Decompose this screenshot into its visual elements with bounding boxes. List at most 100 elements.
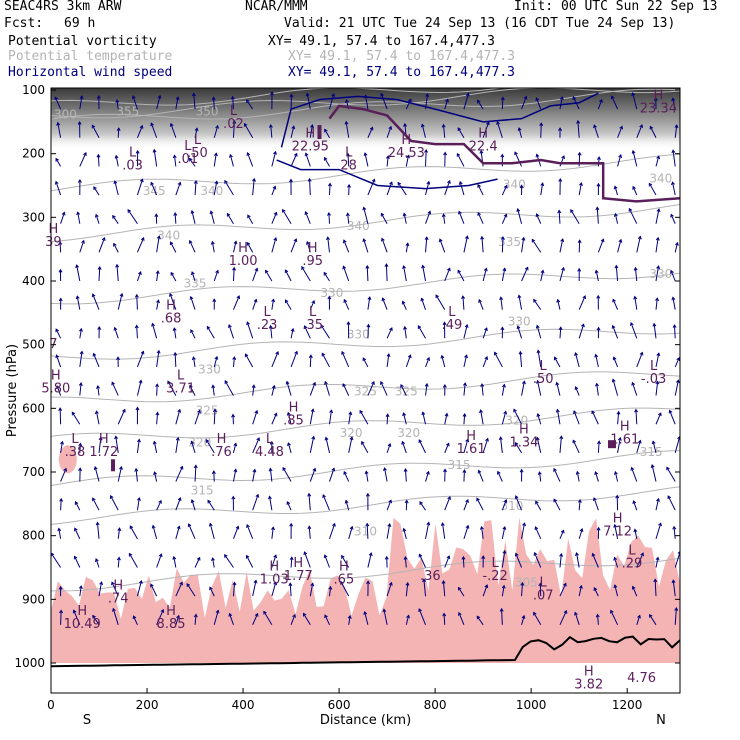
wind-vector: [559, 96, 563, 110]
wind-arrowhead: [380, 237, 385, 242]
wind-arrowhead: [365, 522, 370, 527]
wind-arrowhead: [284, 299, 289, 304]
extremum-symbol: H: [305, 126, 315, 141]
wind-vector: [271, 351, 279, 368]
x-tick-label: 200: [136, 698, 159, 712]
wind-vector: [232, 469, 237, 482]
wind-arrowhead: [444, 412, 449, 417]
wind-vector: [482, 356, 488, 368]
wind-vector: [501, 411, 507, 425]
wind-arrowhead: [74, 527, 78, 532]
wind-vector: [55, 181, 62, 196]
extremum-value: 1.61: [610, 432, 639, 447]
wind-arrowhead: [514, 151, 518, 156]
wind-arrowhead: [286, 500, 291, 505]
wind-vector: [674, 436, 680, 454]
wind-vector: [613, 357, 619, 368]
wind-arrowhead: [560, 238, 565, 243]
wind-arrowhead: [498, 436, 503, 441]
wind-arrowhead: [329, 409, 334, 414]
wind-vector: [480, 410, 484, 425]
wind-vector: [382, 298, 388, 310]
wind-arrowhead: [637, 439, 642, 444]
wind-vector: [173, 556, 177, 568]
wind-vector: [362, 357, 369, 368]
wind-arrowhead: [327, 211, 331, 216]
wind-arrowhead: [533, 611, 537, 616]
wind-arrowhead: [595, 206, 600, 211]
wind-vector: [537, 380, 542, 396]
wind-vector: [518, 127, 523, 138]
wind-vector: [117, 409, 126, 425]
wind-vector: [170, 123, 177, 138]
wind-arrowhead: [359, 409, 363, 414]
wind-arrowhead: [502, 267, 507, 272]
wind-arrowhead: [341, 350, 345, 355]
wind-arrowhead: [193, 180, 198, 184]
wind-vector: [271, 212, 277, 224]
wind-vector: [301, 266, 311, 282]
wind-vector: [271, 555, 277, 568]
extremum-value: .29: [622, 557, 643, 572]
wind-arrowhead: [273, 554, 278, 559]
wind-vector: [117, 293, 123, 310]
wind-arrowhead: [535, 324, 540, 329]
wind-arrowhead: [271, 384, 276, 389]
wind-arrowhead: [426, 356, 431, 361]
extremum-value: 1.77: [284, 569, 313, 584]
extremum-symbol: H: [620, 419, 630, 434]
wind-vector: [517, 326, 523, 339]
extremum-symbol: H: [308, 241, 318, 256]
moisture-patch: [58, 445, 77, 474]
wind-arrowhead: [613, 185, 618, 190]
wind-arrowhead: [113, 180, 118, 185]
wind-vector: [573, 410, 580, 425]
wind-arrowhead: [288, 582, 293, 587]
wind-arrowhead: [559, 552, 564, 557]
wind-arrowhead: [193, 613, 198, 618]
extremum-symbol: L: [184, 139, 192, 154]
wind-arrowhead: [153, 471, 157, 476]
wind-vector: [367, 127, 373, 138]
wind-vector: [556, 382, 561, 396]
wind-arrowhead: [405, 242, 410, 247]
field-xy-pv: XY= 49.1, 57.4 to 167.4,477.3: [268, 34, 495, 49]
wind-vector: [655, 237, 659, 253]
wind-vector: [597, 441, 600, 453]
wind-vector: [570, 209, 580, 224]
wind-vector: [634, 267, 638, 282]
extremum-value: .85: [283, 413, 304, 428]
wind-arrowhead: [155, 411, 160, 416]
wind-vector: [308, 493, 311, 511]
wind-arrowhead: [599, 98, 603, 103]
wind-vector: [290, 614, 296, 625]
wind-arrowhead: [464, 354, 469, 359]
wind-vector: [521, 615, 525, 625]
wind-arrowhead: [613, 584, 618, 589]
wind-vector: [324, 554, 330, 568]
wind-vector: [535, 97, 542, 110]
wind-arrowhead: [519, 468, 524, 473]
wind-arrowhead: [380, 380, 384, 385]
wind-vector: [572, 440, 580, 454]
wind-vector: [79, 152, 87, 167]
wind-arrowhead: [388, 125, 393, 130]
wind-vector: [252, 410, 258, 425]
wind-vector: [232, 96, 234, 110]
wind-vector: [536, 213, 542, 224]
wind-vector: [617, 239, 622, 253]
wind-arrowhead: [500, 326, 505, 331]
wind-vector: [363, 207, 369, 224]
wind-arrowhead: [577, 267, 582, 272]
wind-vector: [175, 466, 183, 482]
wind-vector: [457, 127, 465, 139]
isentrope-label: 330: [320, 286, 343, 300]
isentrope-label: 335: [498, 235, 521, 249]
wind-vector: [112, 215, 119, 224]
wind-arrowhead: [667, 495, 672, 500]
wind-arrowhead: [628, 207, 633, 212]
wind-vector: [500, 297, 503, 310]
wind-vector: [535, 501, 542, 511]
wind-arrowhead: [535, 97, 540, 102]
wind-arrowhead: [637, 614, 641, 619]
